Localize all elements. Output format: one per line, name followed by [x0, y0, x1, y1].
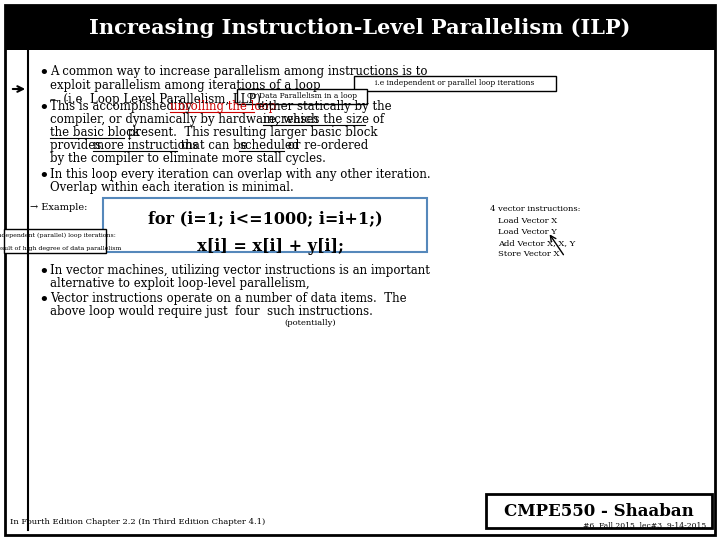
- Text: alternative to exploit loop-level parallelism,: alternative to exploit loop-level parall…: [50, 277, 310, 290]
- Text: Or Data Parallelism in a loop: Or Data Parallelism in a loop: [247, 92, 357, 100]
- FancyBboxPatch shape: [5, 5, 715, 50]
- Text: •: •: [38, 264, 49, 282]
- Text: Add Vector X, X, Y: Add Vector X, X, Y: [498, 239, 575, 247]
- Text: In Fourth Edition Chapter 2.2 (In Third Edition Chapter 4.1): In Fourth Edition Chapter 2.2 (In Third …: [10, 518, 265, 526]
- Text: by the compiler to eliminate more stall cycles.: by the compiler to eliminate more stall …: [50, 152, 326, 165]
- Text: that can be: that can be: [177, 139, 251, 152]
- Text: A common way to increase parallelism among instructions is to: A common way to increase parallelism amo…: [50, 65, 428, 78]
- Text: •: •: [38, 292, 49, 310]
- FancyBboxPatch shape: [4, 229, 106, 253]
- Text: scheduled: scheduled: [239, 139, 300, 152]
- Text: Independent (parallel) loop iterations:: Independent (parallel) loop iterations:: [0, 233, 115, 238]
- Text: exploit parallelism among iterations of a loop: exploit parallelism among iterations of …: [50, 79, 320, 92]
- FancyBboxPatch shape: [103, 198, 427, 252]
- Text: •: •: [38, 65, 49, 83]
- FancyBboxPatch shape: [237, 89, 367, 104]
- Text: or re-ordered: or re-ordered: [284, 139, 368, 152]
- FancyBboxPatch shape: [5, 5, 715, 535]
- Text: Overlap within each iteration is minimal.: Overlap within each iteration is minimal…: [50, 181, 294, 194]
- Text: 4 vector instructions:: 4 vector instructions:: [490, 205, 580, 213]
- Text: Increasing Instruction-Level Parallelism (ILP): Increasing Instruction-Level Parallelism…: [89, 18, 631, 38]
- Text: In this loop every iteration can overlap with any other iteration.: In this loop every iteration can overlap…: [50, 168, 431, 181]
- Text: In vector machines, utilizing vector instructions is an important: In vector machines, utilizing vector ins…: [50, 264, 430, 277]
- Text: the basic block: the basic block: [50, 126, 140, 139]
- Text: provides: provides: [50, 139, 105, 152]
- Text: A result of high degree of data parallelism: A result of high degree of data parallel…: [0, 246, 122, 251]
- Text: unrolling the loop: unrolling the loop: [170, 100, 276, 113]
- FancyBboxPatch shape: [486, 494, 712, 528]
- Text: Vector instructions operate on a number of data items.  The: Vector instructions operate on a number …: [50, 292, 407, 305]
- Text: Store Vector X: Store Vector X: [498, 250, 559, 258]
- Text: #6  Fall 2015  lec#3  9-14-2015: #6 Fall 2015 lec#3 9-14-2015: [582, 522, 706, 530]
- Text: CMPE550 - Shaaban: CMPE550 - Shaaban: [504, 503, 694, 519]
- Text: i.e independent or parallel loop iterations: i.e independent or parallel loop iterati…: [375, 79, 535, 87]
- FancyBboxPatch shape: [354, 76, 556, 91]
- Text: present.  This resulting larger basic block: present. This resulting larger basic blo…: [124, 126, 377, 139]
- Text: → Example:: → Example:: [30, 203, 87, 212]
- Text: compiler, or dynamically by hardware, which: compiler, or dynamically by hardware, wh…: [50, 113, 323, 126]
- Text: •: •: [38, 168, 49, 186]
- Text: –  (i.e  Loop Level Parallelism, LLP).: – (i.e Loop Level Parallelism, LLP).: [50, 93, 265, 106]
- Text: for (i=1; i<=1000; i=i+1;): for (i=1; i<=1000; i=i+1;): [148, 210, 382, 227]
- Text: more instructions: more instructions: [93, 139, 198, 152]
- Text: This is accomplished by: This is accomplished by: [50, 100, 196, 113]
- Text: x[i] = x[i] + y[i];: x[i] = x[i] + y[i];: [186, 238, 344, 255]
- Text: (potentially): (potentially): [284, 319, 336, 327]
- Text: increases the size of: increases the size of: [263, 113, 384, 126]
- Text: •: •: [38, 100, 49, 118]
- Text: either statically by the: either statically by the: [254, 100, 392, 113]
- Text: Load Vector Y: Load Vector Y: [498, 228, 557, 236]
- Text: Load Vector X: Load Vector X: [498, 217, 557, 225]
- Text: above loop would require just  four  such instructions.: above loop would require just four such …: [50, 305, 373, 318]
